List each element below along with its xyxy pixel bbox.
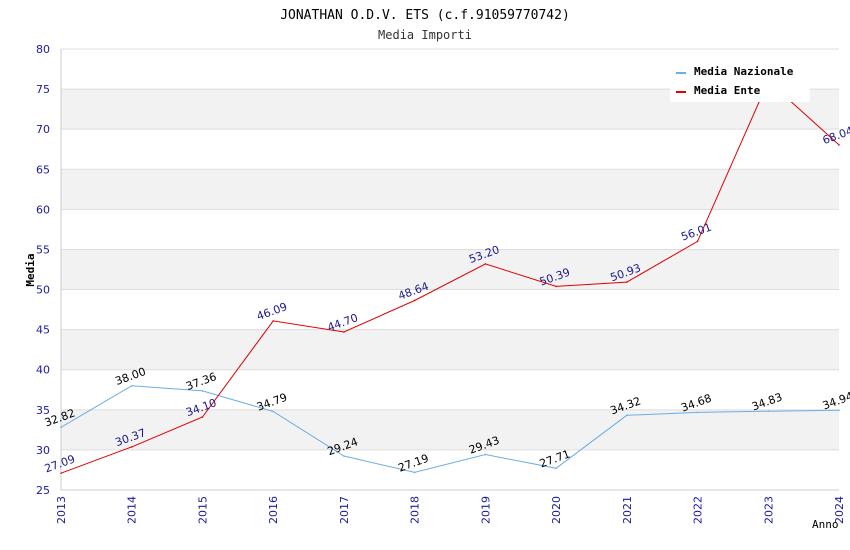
legend: Media Nazionale Media Ente: [670, 60, 810, 102]
x-tick-label: 2016: [267, 496, 280, 524]
data-point: [413, 299, 416, 302]
y-axis-ticks: 25 30 35 40 45 50 55 60 65 70 75 80: [36, 43, 50, 497]
data-point: [60, 426, 62, 429]
x-tick-label: 2024: [833, 496, 846, 524]
y-tick-label: 50: [36, 284, 50, 297]
y-tick-label: 70: [36, 123, 50, 136]
y-tick-label: 65: [36, 163, 50, 176]
data-point: [130, 384, 133, 387]
data-point: [272, 320, 274, 322]
data-label: 37.36: [184, 370, 218, 393]
series-line-media-ente: [60, 80, 840, 474]
band: [61, 249, 839, 290]
x-tick-label: 2018: [409, 496, 422, 524]
data-point: [272, 410, 274, 413]
x-tick-label: 2013: [55, 496, 68, 524]
y-tick-label: 40: [36, 364, 50, 377]
legend-background: [670, 60, 810, 102]
data-point: [201, 416, 204, 418]
x-tick-label: 2022: [692, 496, 705, 524]
data-point: [555, 285, 557, 288]
x-tick-label: 2021: [621, 496, 634, 524]
x-axis-ticks: 2013 2014 2015 2016 2017 2018 2019 2020 2021 2022…: [55, 496, 846, 524]
data-point: [555, 467, 557, 470]
data-point: [130, 446, 133, 448]
data-label: 56.01: [679, 221, 713, 244]
legend-label-media-nazionale: Media Nazionale: [694, 65, 794, 78]
data-point: [343, 455, 345, 457]
band: [61, 409, 839, 450]
y-tick-label: 60: [36, 203, 50, 216]
band: [61, 169, 839, 210]
x-tick-label: 2019: [479, 496, 492, 524]
data-label: 27.71: [538, 447, 572, 470]
chart-title: JONATHAN O.D.V. ETS (c.f.91059770742): [280, 8, 570, 23]
legend-label-media-ente: Media Ente: [694, 84, 761, 97]
data-point: [484, 263, 487, 265]
data-point: [626, 281, 628, 283]
data-point: [343, 331, 345, 333]
series-lines: [60, 80, 840, 475]
y-tick-label: 80: [36, 43, 50, 56]
data-point: [413, 471, 416, 474]
data-point: [838, 409, 840, 412]
y-tick-label: 30: [36, 444, 50, 457]
y-tick-label: 75: [36, 83, 50, 96]
x-tick-label: 2017: [338, 496, 351, 524]
y-tick-label: 35: [36, 404, 50, 417]
data-point: [696, 411, 699, 414]
x-tick-label: 2015: [196, 496, 209, 524]
background-bands: [61, 89, 839, 450]
y-tick-label: 45: [36, 324, 50, 337]
y-tick-label: 55: [36, 243, 50, 256]
x-tick-label: 2014: [126, 496, 139, 524]
x-axis-label: Anno: [812, 518, 839, 531]
data-point: [201, 390, 204, 392]
data-point: [838, 144, 840, 146]
series-line-media-nazionale: [60, 385, 840, 473]
data-point: [767, 410, 770, 412]
data-point: [696, 240, 699, 243]
data-label: 34.94: [821, 390, 850, 413]
data-label: 46.09: [255, 300, 289, 323]
y-tick-label: 25: [36, 484, 50, 497]
data-point: [60, 472, 62, 475]
y-axis-label: Media: [24, 253, 37, 286]
data-point: [484, 453, 487, 456]
x-tick-label: 2023: [762, 496, 775, 524]
x-tick-label: 2020: [550, 496, 563, 524]
data-label: 27.19: [396, 452, 430, 475]
chart-subtitle: Media Importi: [378, 28, 472, 42]
band: [61, 329, 839, 370]
data-point: [626, 414, 628, 417]
